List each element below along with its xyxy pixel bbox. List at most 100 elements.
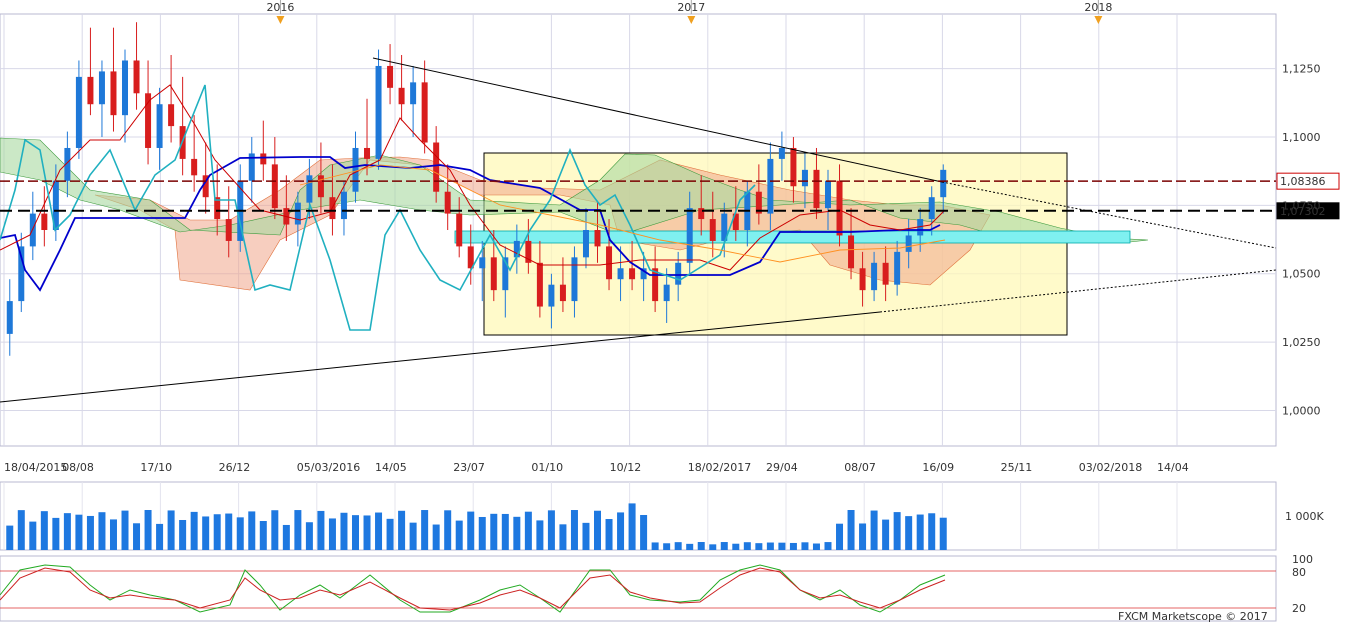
- candle-body: [75, 76, 82, 148]
- volume-bar: [29, 521, 37, 550]
- volume-bar: [86, 515, 94, 550]
- x-tick-label: 05/03/2016: [297, 461, 360, 474]
- candle-body: [721, 213, 728, 241]
- volume-bar: [628, 503, 636, 550]
- volume-bar: [939, 517, 947, 550]
- volume-bar: [121, 510, 129, 550]
- volume-bar: [259, 521, 267, 550]
- volume-scale-label: 1 000K: [1285, 510, 1324, 523]
- stoch-label-20: 20: [1292, 602, 1306, 615]
- volume-bar: [144, 510, 152, 550]
- candle-body: [444, 191, 451, 214]
- volume-bar: [17, 510, 25, 550]
- volume-bar: [421, 510, 429, 550]
- candle-body: [686, 208, 693, 263]
- volume-bar: [294, 510, 302, 550]
- candle-body: [502, 257, 509, 291]
- price-level-text: 1,07302: [1280, 205, 1326, 218]
- stoch-label-80: 80: [1292, 566, 1306, 579]
- volume-bar: [789, 542, 797, 550]
- candle-body: [98, 71, 105, 105]
- volume-bar: [663, 543, 671, 550]
- candle-body: [248, 153, 255, 181]
- volume-bar: [928, 513, 936, 550]
- chikou-line: [0, 84, 756, 331]
- candle-body: [767, 158, 774, 214]
- year-marker-icon: [1094, 16, 1103, 24]
- candle-body: [456, 213, 463, 247]
- stoch-label-100: 100: [1292, 553, 1313, 566]
- candle-body: [928, 197, 935, 220]
- candle-body: [479, 257, 486, 269]
- price-axis: 1,1250 1,1000 1,0750 1,0500 1,0250 1,0000: [1282, 63, 1321, 418]
- volume-bar: [478, 516, 486, 550]
- x-tick-label: 18/04/2015: [4, 461, 67, 474]
- volume-bar: [328, 518, 336, 550]
- lower-trendline: [0, 311, 881, 403]
- volume-bar: [156, 523, 164, 550]
- volume-bar: [6, 525, 14, 550]
- volume-panel: [0, 481, 1277, 551]
- candle-body: [387, 65, 394, 88]
- candle-body: [225, 219, 232, 241]
- volume-bar: [317, 510, 325, 550]
- y-tick-label: 1,0750: [1282, 199, 1321, 212]
- volume-bar: [547, 510, 555, 550]
- volume-bar: [801, 542, 809, 550]
- candle-body: [709, 219, 716, 241]
- volume-bar: [697, 542, 705, 550]
- volume-bar: [351, 515, 359, 550]
- volume-bar: [570, 510, 578, 550]
- volume-bar: [605, 519, 613, 550]
- candle-body: [110, 71, 117, 116]
- volume-bar: [271, 510, 279, 550]
- support-zone: [454, 230, 1131, 244]
- x-tick-label: 03/02/2018: [1079, 461, 1142, 474]
- volume-bar: [905, 516, 913, 550]
- candle-body: [940, 169, 947, 198]
- ma-line-orange: [299, 164, 946, 263]
- candle-body: [156, 104, 163, 148]
- candle-body: [168, 104, 175, 127]
- volume-bar: [236, 517, 244, 550]
- volume-bar: [409, 522, 417, 550]
- candle-body: [790, 147, 797, 187]
- volume-bar: [812, 543, 820, 550]
- year-label: 2018: [1084, 1, 1112, 14]
- candle-body: [894, 251, 901, 285]
- volume-bar: [213, 514, 221, 550]
- volume-bar: [824, 542, 832, 550]
- volume-bar: [398, 510, 406, 550]
- candle-body: [571, 257, 578, 302]
- volume-bar: [743, 542, 751, 550]
- y-tick-label: 1,1000: [1282, 131, 1321, 144]
- volume-bar: [133, 523, 141, 550]
- candle-body: [594, 230, 601, 247]
- volume-bar: [594, 510, 602, 550]
- volume-bar: [375, 512, 383, 550]
- volume-bar: [75, 514, 83, 550]
- candle-body: [306, 175, 313, 203]
- candle-body: [122, 60, 129, 116]
- candle-body: [582, 230, 589, 258]
- candle-body: [271, 164, 278, 209]
- upper-trendline-extension: [941, 181, 1277, 249]
- candle-body: [732, 213, 739, 230]
- volume-bar: [778, 542, 786, 550]
- candle-body: [824, 180, 831, 209]
- candle-body: [260, 153, 267, 165]
- x-tick-label: 08/07: [844, 461, 876, 474]
- candle-body: [340, 191, 347, 220]
- volume-bar: [467, 511, 475, 550]
- candle-body: [640, 268, 647, 280]
- volume-bar: [490, 513, 498, 550]
- volume-bar: [836, 523, 844, 550]
- volume-bars: [6, 503, 947, 550]
- x-tick-label: 01/10: [531, 461, 563, 474]
- volume-bar: [732, 543, 740, 550]
- candle-body: [352, 147, 359, 192]
- volume-bar: [282, 524, 290, 550]
- x-tick-label: 18/02/2017: [688, 461, 751, 474]
- x-tick-label: 26/12: [219, 461, 251, 474]
